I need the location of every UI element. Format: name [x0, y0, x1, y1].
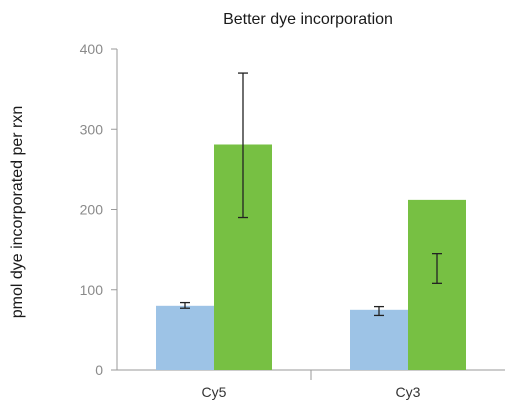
y-tick-label: 400	[80, 41, 104, 57]
bar	[408, 199, 466, 370]
y-tick-label: 300	[80, 121, 104, 137]
y-axis-label: pmol dye incorporated per rxn	[9, 106, 26, 319]
x-category-label: Cy5	[202, 384, 227, 400]
bar	[350, 309, 408, 370]
y-tick-label: 0	[95, 362, 103, 378]
y-tick-label: 200	[80, 202, 104, 218]
plot-area: 0 100 200 300 400 Cy5 Cy3	[80, 41, 505, 400]
y-tick-label: 100	[80, 282, 104, 298]
bar	[156, 305, 214, 370]
x-category-label: Cy3	[396, 384, 421, 400]
chart-title: Better dye incorporation	[223, 11, 393, 28]
